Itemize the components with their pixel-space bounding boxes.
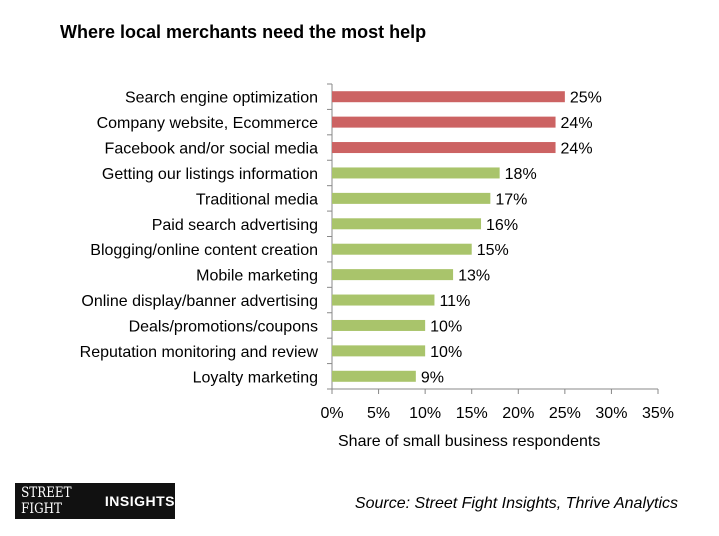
- value-label: 15%: [477, 242, 509, 259]
- x-tick-label: 20%: [502, 405, 534, 422]
- value-label: 18%: [505, 166, 537, 183]
- category-label: Loyalty marketing: [193, 369, 318, 386]
- x-tick-label: 10%: [409, 405, 441, 422]
- x-tick-label: 0%: [320, 405, 343, 422]
- x-axis-label: Share of small business respondents: [338, 433, 601, 450]
- category-label: Search engine optimization: [125, 90, 318, 107]
- category-label: Deals/promotions/coupons: [129, 318, 318, 335]
- x-tick-label: 25%: [549, 405, 581, 422]
- value-label: 24%: [561, 141, 593, 158]
- bar: [332, 269, 454, 281]
- bar: [332, 345, 426, 357]
- category-label: Online display/banner advertising: [81, 293, 318, 310]
- bar: [332, 167, 500, 179]
- value-label: 16%: [486, 217, 518, 234]
- value-label: 24%: [561, 115, 593, 132]
- bar: [332, 91, 565, 103]
- category-label: Traditional media: [196, 191, 318, 208]
- x-tick-label: 30%: [595, 405, 627, 422]
- bar: [332, 116, 556, 128]
- source-note: Source: Street Fight Insights, Thrive An…: [354, 495, 678, 512]
- category-label: Getting our listings information: [102, 166, 318, 183]
- category-label: Facebook and/or social media: [105, 141, 319, 158]
- logo-text-street-fight: STREET FIGHT: [21, 485, 72, 517]
- value-label: 13%: [458, 268, 490, 285]
- bar: [332, 142, 556, 154]
- x-tick-label: 35%: [642, 405, 674, 422]
- value-label: 11%: [439, 293, 470, 310]
- bar: [332, 370, 416, 382]
- value-label: 17%: [495, 191, 527, 208]
- bar: [332, 218, 482, 230]
- value-label: 25%: [570, 90, 602, 107]
- value-label: 10%: [430, 318, 462, 335]
- chart-title: Where local merchants need the most help: [60, 22, 427, 42]
- category-label: Paid search advertising: [152, 217, 318, 234]
- bar: [332, 294, 435, 306]
- value-label: 9%: [421, 369, 444, 386]
- logo-text-insights: INSIGHTS: [104, 493, 175, 509]
- category-label: Company website, Ecommerce: [97, 115, 319, 132]
- street-fight-insights-logo: STREET FIGHT INSIGHTS: [15, 483, 175, 519]
- x-tick-label: 15%: [456, 405, 488, 422]
- bar-chart: 0% 5% 10% 15% 20% 25% 30% 35% Search engine opti…: [80, 83, 674, 422]
- bar: [332, 319, 426, 331]
- category-label: Reputation monitoring and review: [80, 344, 319, 361]
- bar: [332, 243, 472, 255]
- value-label: 10%: [430, 344, 462, 361]
- category-label: Blogging/online content creation: [90, 242, 318, 259]
- category-label: Mobile marketing: [196, 268, 318, 285]
- bar: [332, 192, 491, 204]
- x-tick-label: 5%: [367, 405, 390, 422]
